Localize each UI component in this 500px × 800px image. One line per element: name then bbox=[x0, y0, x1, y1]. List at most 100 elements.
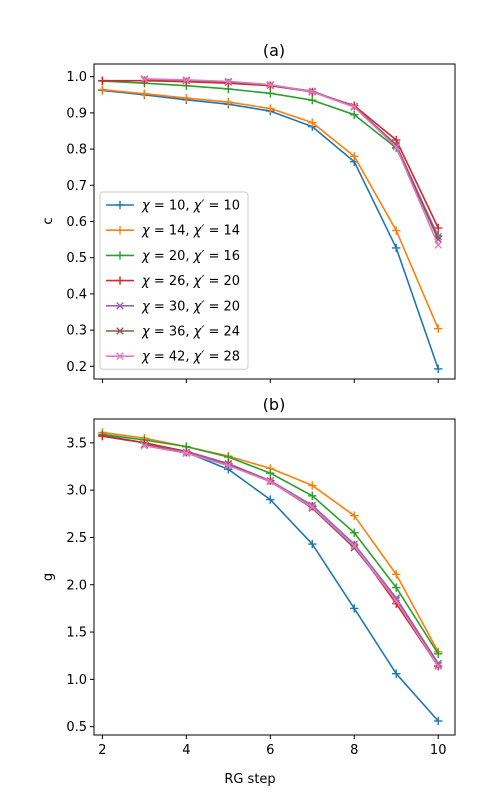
panel-a-series-4-point-7 bbox=[392, 135, 401, 145]
panel-a-series-2-point-7 bbox=[392, 226, 401, 235]
panel-b-series-7-point-6 bbox=[392, 597, 401, 605]
panel-b-series-1-point-4 bbox=[266, 495, 275, 504]
panel-b-ytick-label: 2.0 bbox=[66, 578, 87, 593]
panel-a-ytick-label: 0.9 bbox=[66, 106, 87, 121]
panel-a-legend-item-2-point-0 bbox=[115, 226, 125, 235]
panel-b-ytick-label: 3.5 bbox=[66, 436, 87, 451]
panel-b-series-7 bbox=[140, 441, 442, 670]
panel-a-title: (a) bbox=[263, 41, 285, 60]
panel-a-series-2-point-0 bbox=[98, 85, 107, 94]
panel-b-xtick-label: 10 bbox=[430, 743, 447, 758]
panel-a-legend-item-3-point-0 bbox=[115, 251, 125, 260]
panel-a-series-2-point-4 bbox=[266, 104, 275, 113]
panel-a-series bbox=[98, 75, 443, 374]
panel-b-series-7-point-0 bbox=[140, 441, 149, 450]
panel-a-legend-item-4: χ = 26, χ′ = 20 bbox=[106, 274, 240, 289]
panel-b-frame bbox=[93, 418, 456, 736]
panel-b-series-3-point-4 bbox=[266, 468, 275, 478]
panel-b-series-7-point-7 bbox=[434, 662, 442, 670]
panel-b-series-1-point-6 bbox=[350, 604, 359, 613]
panel-a-xticks bbox=[101, 379, 439, 383]
panel-b-series-2-point-6 bbox=[350, 511, 359, 520]
panel-b-series-3-point-7 bbox=[392, 583, 401, 592]
panel-b-ytick-label: 1.0 bbox=[66, 673, 87, 688]
panel-b-series-1-point-5 bbox=[308, 539, 317, 549]
panel-a-series-1-point-7 bbox=[392, 243, 401, 253]
legend-label: χ = 42, χ′ = 28 bbox=[141, 350, 240, 365]
panel-a-series-2-point-3 bbox=[224, 97, 233, 107]
legend-label: χ = 14, χ′ = 14 bbox=[141, 224, 240, 239]
panel-b-title: (b) bbox=[263, 395, 286, 414]
panel-b-series-2-point-7 bbox=[392, 570, 401, 579]
panel-a-series-2-point-8 bbox=[434, 324, 443, 333]
legend-label: χ = 30, χ′ = 20 bbox=[141, 299, 240, 314]
panel-b-xtick-label: 6 bbox=[266, 743, 274, 758]
panel-a-legend-item-1: χ = 10, χ′ = 10 bbox=[106, 199, 240, 214]
panel-a-series-2 bbox=[98, 85, 443, 333]
panel-a-ytick-label: 0.4 bbox=[66, 287, 87, 302]
legend-label: χ = 10, χ′ = 10 bbox=[141, 199, 240, 214]
legend-label: χ = 36, χ′ = 24 bbox=[141, 325, 240, 340]
panel-b-ytick-label: 1.5 bbox=[66, 626, 87, 641]
panel-a-series-3-point-4 bbox=[266, 89, 275, 98]
panel-a-ytick-label: 0.6 bbox=[66, 215, 87, 230]
panel-a-series-7-point-4 bbox=[308, 88, 317, 96]
panel-b-series-3-point-5 bbox=[308, 491, 317, 501]
panel-a: (a) c 0.2 0.3 0.4 0.5 0.6 0.7 0.8 0.9 1.0 χ = 10… bbox=[41, 41, 456, 383]
panel-a-frame bbox=[93, 63, 456, 380]
panel-a-ylabel: c bbox=[41, 217, 56, 224]
panel-a-series-2-point-6 bbox=[350, 152, 359, 161]
panel-a-legend-item-1-point-0 bbox=[115, 200, 125, 210]
panel-a-legend-item-6-point-0 bbox=[116, 327, 124, 335]
panel-b-series-4-point-0 bbox=[98, 432, 107, 441]
panel-a-series-7-line bbox=[144, 78, 439, 246]
panel-a-series-7-point-3 bbox=[266, 80, 275, 89]
panel-a-ytick-label: 0.5 bbox=[66, 251, 87, 266]
panel-b-xtick-label: 8 bbox=[350, 743, 358, 758]
panel-a-legend: χ = 10, χ′ = 10 χ = 14, χ′ = 14 χ = 20, χ′… bbox=[99, 191, 249, 370]
legend-label: χ = 26, χ′ = 20 bbox=[141, 274, 240, 289]
panel-a-legend-item-7: χ = 42, χ′ = 28 bbox=[106, 350, 240, 365]
panel-b-series bbox=[98, 428, 443, 726]
panel-a-series-2-point-5 bbox=[308, 118, 317, 127]
panel-a-ytick-label: 1.0 bbox=[66, 70, 87, 85]
panel-a-ytick-label: 0.8 bbox=[66, 143, 87, 158]
panel-a-series-3-point-6 bbox=[350, 110, 359, 119]
panel-a-series-7-point-5 bbox=[350, 103, 359, 111]
panel-b-series-5-line bbox=[144, 443, 439, 664]
panel-a-series-7-point-0 bbox=[140, 75, 149, 83]
panel-a-series-7-point-6 bbox=[392, 143, 401, 151]
panel-a-series-3-point-5 bbox=[308, 96, 317, 105]
panel-a-legend-item-2: χ = 14, χ′ = 14 bbox=[106, 224, 240, 239]
panel-b-series-7-point-2 bbox=[224, 461, 233, 470]
panel-b-series-5-point-6 bbox=[392, 594, 401, 602]
panel-a-series-1-point-8 bbox=[434, 364, 443, 374]
panel-a-series-2-point-1 bbox=[140, 89, 149, 98]
panel-b-yticks: 0.5 1.0 1.5 2.0 2.5 3.0 3.5 bbox=[66, 436, 94, 735]
panel-b-series-2-point-5 bbox=[308, 481, 317, 490]
panel-a-series-4-point-8 bbox=[434, 223, 443, 233]
panel-b-series-7-line bbox=[144, 444, 439, 667]
panel-b-series-1-point-8 bbox=[434, 716, 443, 726]
panel-a-series-7 bbox=[140, 75, 442, 249]
panel-a-legend-item-7-point-0 bbox=[116, 352, 124, 360]
panel-b-series-3-point-8 bbox=[434, 649, 443, 659]
panel-a-series-2-point-2 bbox=[182, 93, 191, 103]
panel-a-series-7-point-1 bbox=[182, 76, 191, 84]
panel-b-ytick-label: 0.5 bbox=[66, 720, 87, 735]
panel-b-series-3-point-6 bbox=[350, 528, 359, 537]
panel-a-legend-box bbox=[99, 191, 249, 370]
panel-a-series-7-point-7 bbox=[434, 241, 442, 249]
panel-b-series-7-point-4 bbox=[308, 503, 317, 511]
panel-a-ytick-label: 0.7 bbox=[66, 179, 87, 194]
panel-a-series-4-point-0 bbox=[98, 76, 107, 85]
panel-b-series-1-point-7 bbox=[392, 669, 401, 678]
panel-b-xticks: 2 4 6 8 10 bbox=[98, 735, 446, 758]
panel-a-ytick-label: 0.3 bbox=[66, 324, 87, 339]
panel-b: (b) g 0.5 1.0 1.5 2.0 2.5 3.0 3.5 2 4 6 8 10 bbox=[41, 395, 456, 758]
panel-b-ytick-label: 2.5 bbox=[66, 531, 87, 546]
panel-a-legend-item-6: χ = 36, χ′ = 24 bbox=[106, 325, 240, 340]
panel-b-series-7-point-3 bbox=[266, 477, 275, 486]
